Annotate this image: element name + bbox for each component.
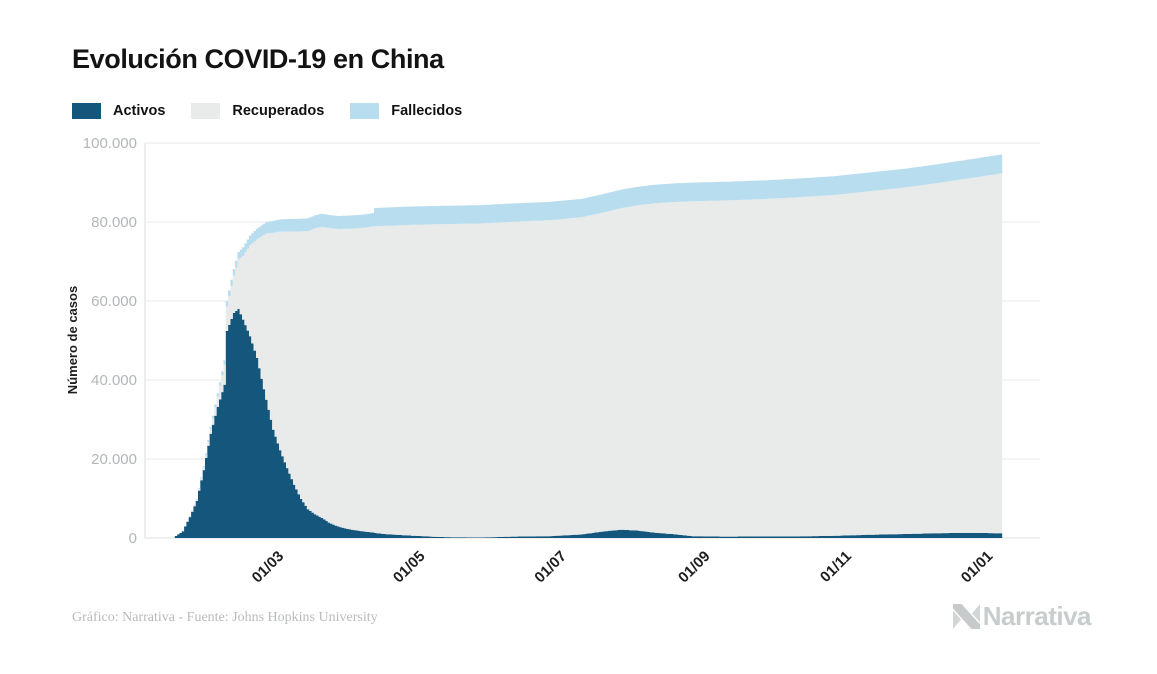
- x-tick-label: 01/03: [249, 548, 288, 587]
- legend-swatch-activos: [72, 103, 101, 119]
- legend-label-activos: Activos: [113, 103, 166, 119]
- narrativa-logo: Narrativa: [952, 601, 1092, 632]
- y-axis-tick-labels: 0 20.000 40.000 60.000 80.000 100.000: [83, 135, 137, 547]
- x-tick-label: 01/11: [817, 548, 855, 586]
- y-tick-label: 80.000: [91, 214, 137, 231]
- y-tick-label: 40.000: [91, 372, 137, 389]
- area-activos: [174, 308, 1003, 538]
- x-tick-label: 01/09: [675, 548, 714, 587]
- stacked-areas: [174, 154, 1003, 538]
- page-title: Evolución COVID-19 en China: [72, 44, 444, 74]
- x-tick-label: 01/05: [390, 548, 429, 587]
- legend-item-recuperados: Recuperados: [191, 103, 324, 119]
- legend-label-fallecidos: Fallecidos: [391, 103, 463, 119]
- legend: Activos Recuperados Fallecidos: [72, 103, 462, 119]
- y-tick-label: 100.000: [83, 135, 137, 152]
- y-tick-label: 0: [129, 530, 137, 547]
- y-tick-label: 20.000: [91, 451, 137, 468]
- legend-swatch-fallecidos: [350, 103, 380, 119]
- legend-label-recuperados: Recuperados: [232, 103, 325, 119]
- torn-edge-bottom: [0, 667, 1157, 674]
- narrativa-logo-mark-icon: [952, 604, 980, 629]
- legend-swatch-recuperados: [191, 103, 221, 119]
- x-tick-label: 01/07: [531, 548, 570, 587]
- legend-item-activos: Activos: [72, 103, 165, 119]
- narrativa-logo-text: Narrativa: [982, 601, 1092, 631]
- torn-edge-top: [0, 0, 1157, 7]
- source-credit: Gráfico: Narrativa - Fuente: Johns Hopki…: [72, 610, 378, 625]
- legend-item-fallecidos: Fallecidos: [350, 103, 462, 119]
- x-tick-label: 01/01: [958, 548, 997, 587]
- y-axis-title: Número de casos: [65, 286, 80, 394]
- y-tick-label: 60.000: [91, 293, 137, 310]
- x-axis-tick-labels: 01/03 01/05 01/07 01/09 01/11 01/01: [249, 548, 997, 587]
- area-recuperados: [174, 173, 1003, 538]
